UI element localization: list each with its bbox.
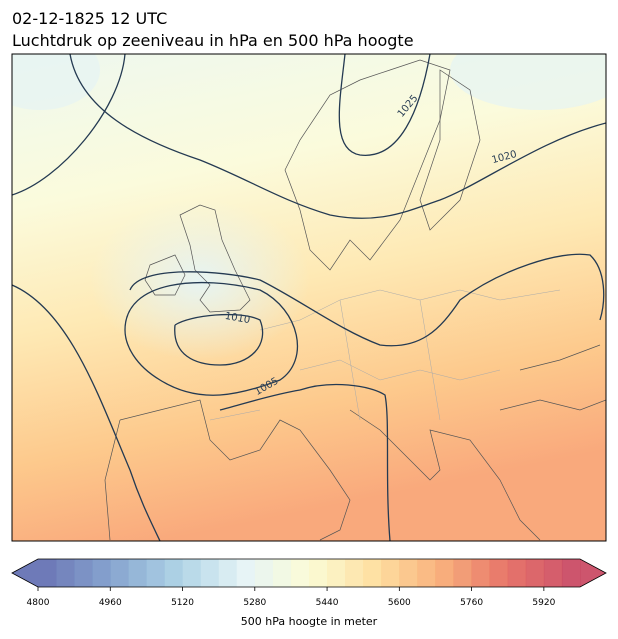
colorbar-tick-label: 4800 <box>27 598 50 608</box>
colorbar-band <box>236 559 256 587</box>
colorbar-tick-label: 5280 <box>243 598 266 608</box>
colorbar-band <box>200 559 220 587</box>
colorbar-band <box>543 559 563 587</box>
colorbar-tick-label: 5120 <box>171 598 194 608</box>
colorbar-band <box>38 559 57 587</box>
colorbar-label: 500 hPa hoogte in meter <box>241 615 378 628</box>
colorbar-band <box>272 559 292 587</box>
colorbar-band <box>74 559 93 587</box>
colorbar-band <box>453 559 472 587</box>
colorbar-band <box>363 559 382 587</box>
colorbar-band <box>381 559 400 587</box>
colorbar-band <box>417 559 436 587</box>
map <box>12 54 606 541</box>
colorbar-band <box>399 559 418 587</box>
colorbar-band <box>146 559 165 587</box>
colorbar-extend-low <box>12 559 38 587</box>
colorbar-band <box>218 559 238 587</box>
colorbar-band <box>309 559 328 587</box>
colorbar-band <box>290 559 310 587</box>
colorbar-band <box>507 559 527 587</box>
colorbar-band <box>435 559 454 587</box>
title: Luchtdruk op zeeniveau in hPa en 500 hPa… <box>12 31 414 50</box>
date: 02-12-1825 12 UTC <box>12 9 167 28</box>
colorbar-tick-label: 5600 <box>388 598 411 608</box>
colorbar-band <box>471 559 491 587</box>
colorbar-band <box>110 559 129 587</box>
colorbar-band <box>561 559 581 587</box>
colorbar: 4800 4960 5120 5280 5440 5600 5760 5920 <box>11 558 607 608</box>
colorbar-tick-label: 5760 <box>460 598 483 608</box>
colorbar-band <box>345 559 364 587</box>
colorbar-band <box>182 559 201 587</box>
colorbar-extend-high <box>580 559 606 587</box>
colorbar-band <box>92 559 111 587</box>
colorbar-band <box>525 559 545 587</box>
colorbar-tick-label: 5440 <box>316 598 339 608</box>
colorbar-tick-label: 5920 <box>532 598 555 608</box>
colorbar-band <box>56 559 75 587</box>
contour-label: 1010 <box>224 311 251 326</box>
colorbar-band <box>128 559 147 587</box>
colorbar-tick-label: 4960 <box>99 598 122 608</box>
colorbar-band <box>254 559 274 587</box>
map-frame <box>11 53 607 542</box>
colorbar-band <box>164 559 183 587</box>
colorbar-band <box>489 559 509 587</box>
colorbar-band <box>327 559 346 587</box>
